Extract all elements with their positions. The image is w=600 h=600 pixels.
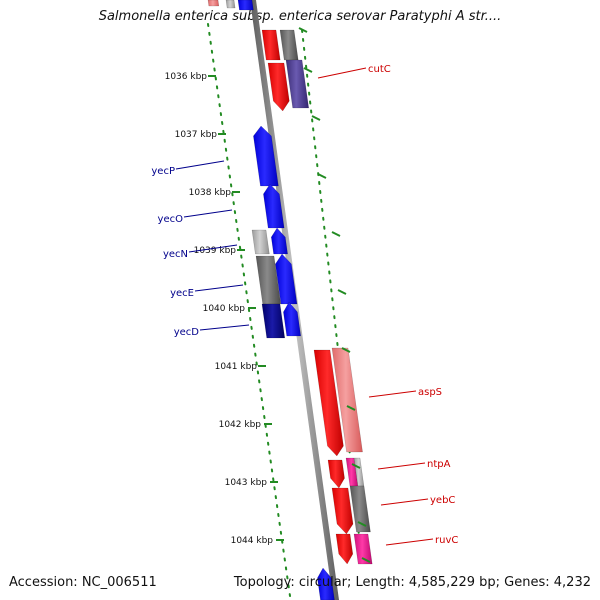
gene-feature[interactable]	[261, 29, 281, 61]
ruler-tick	[361, 557, 371, 563]
gene-feature[interactable]	[285, 59, 310, 109]
ruler-tick	[357, 521, 367, 527]
map-title: Salmonella enterica subsp. enterica sero…	[98, 9, 502, 24]
gene-feature[interactable]	[237, 0, 254, 11]
gene-feature[interactable]	[331, 487, 354, 535]
ruler-tick-label: 1036 kbp	[165, 72, 208, 82]
ruler-tick	[298, 27, 308, 33]
gene-feature[interactable]	[263, 183, 285, 229]
topology-info: Topology: circular; Length: 4,585,229 bp…	[233, 575, 591, 590]
ruler-tick	[331, 231, 341, 237]
gene-label-yecO[interactable]: yecO	[158, 214, 184, 225]
ruler-tick	[317, 173, 327, 179]
ruler-tick	[337, 289, 347, 295]
ruler-tick-label: 1039 kbp	[194, 246, 237, 256]
gene-feature[interactable]	[261, 303, 286, 339]
ruler-tick	[346, 405, 356, 411]
gene-label-leader	[377, 462, 426, 470]
accession-text: Accession: NC_006511	[9, 575, 157, 590]
gene-label-leader	[199, 324, 250, 331]
gene-label-aspS[interactable]: aspS	[418, 387, 442, 398]
gene-label-leader	[194, 284, 244, 292]
gene-feature[interactable]	[353, 533, 373, 565]
gene-feature[interactable]	[283, 301, 302, 337]
gene-feature[interactable]	[279, 29, 299, 61]
ruler-dotted-track-right	[301, 29, 363, 563]
gene-label-yecD[interactable]: yecD	[174, 327, 200, 338]
gene-label-yebC[interactable]: yebC	[430, 495, 455, 506]
ruler-tick-label: 1041 kbp	[215, 362, 258, 372]
ruler-tick-label: 1044 kbp	[231, 536, 274, 546]
gene-feature[interactable]	[349, 485, 371, 533]
gene-feature[interactable]	[335, 533, 354, 565]
gene-feature[interactable]	[225, 0, 236, 9]
gene-feature[interactable]	[267, 62, 290, 112]
gene-feature[interactable]	[313, 349, 344, 457]
gene-label-yecP[interactable]: yecP	[151, 166, 175, 177]
ruler-tick-label: 1043 kbp	[225, 478, 268, 488]
gene-feature[interactable]	[255, 255, 282, 305]
gene-label-leader	[188, 244, 238, 253]
gene-label-leader	[385, 538, 434, 546]
ruler-tick-label: 1037 kbp	[175, 130, 218, 140]
gene-label-leader	[175, 160, 225, 170]
ruler-tick-label: 1042 kbp	[219, 420, 262, 430]
gene-label-leader	[368, 390, 417, 398]
gene-label-cutC[interactable]: cutC	[368, 64, 391, 75]
ruler-tick-label: 1040 kbp	[203, 304, 246, 314]
gene-feature[interactable]	[271, 227, 288, 255]
gene-feature[interactable]	[327, 459, 345, 489]
ruler-tick	[303, 67, 313, 73]
gene-feature[interactable]	[207, 0, 220, 7]
ruler-tick-label: 1038 kbp	[189, 188, 232, 198]
gene-feature[interactable]	[251, 229, 270, 255]
gene-label-yecN[interactable]: yecN	[163, 249, 188, 260]
gene-label-ntpA[interactable]: ntpA	[427, 459, 451, 470]
gene-label-leader	[183, 209, 233, 218]
ruler-tick	[341, 347, 351, 353]
gene-feature[interactable]	[317, 567, 335, 600]
gene-label-ruvC[interactable]: ruvC	[435, 535, 458, 546]
gene-label-yecE[interactable]: yecE	[170, 288, 194, 299]
ruler-tick	[311, 115, 321, 121]
gene-label-leader	[317, 67, 367, 79]
ruler-tick	[351, 463, 361, 469]
ruler-dotted-track-left	[207, 23, 291, 597]
gene-label-leader	[380, 498, 429, 506]
